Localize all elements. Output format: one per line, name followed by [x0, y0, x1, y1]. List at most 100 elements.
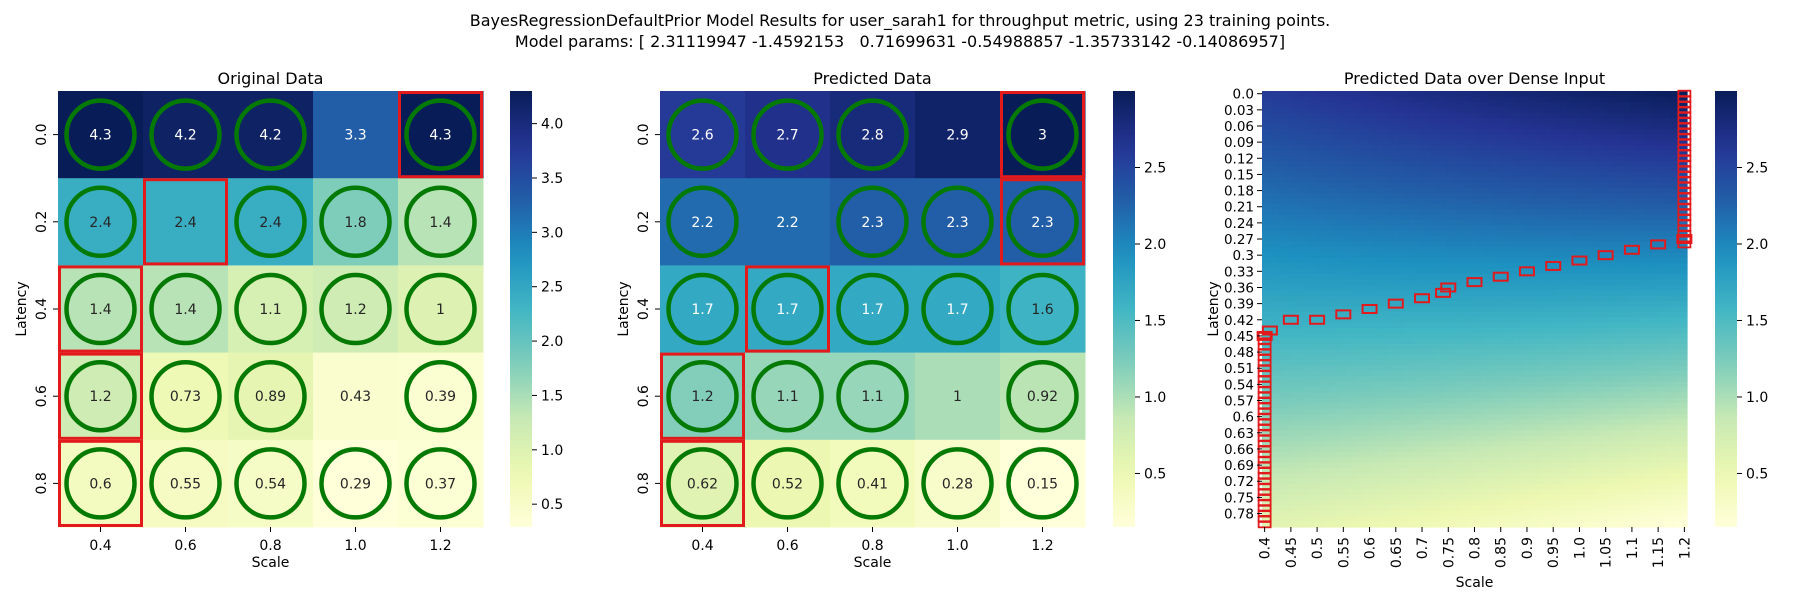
dense-cell — [1582, 403, 1588, 410]
dense-cell — [1314, 279, 1321, 286]
dense-cell — [1508, 214, 1515, 221]
dense-cell — [1608, 333, 1615, 340]
dense-cell — [1424, 365, 1431, 372]
dense-cell — [1487, 274, 1494, 280]
dense-cell — [1624, 209, 1630, 216]
dense-cell — [1372, 333, 1379, 340]
dense-cell — [1456, 397, 1462, 404]
dense-cell — [1466, 209, 1473, 216]
dense-cell — [1660, 247, 1667, 254]
dense-cell — [1492, 252, 1499, 259]
dense-cell — [1477, 268, 1483, 275]
dense-cell — [1555, 182, 1562, 189]
dense-cell — [1267, 139, 1274, 146]
dense-cell — [1639, 263, 1646, 270]
dense-cell — [1608, 123, 1615, 130]
dense-cell — [1545, 160, 1552, 167]
dense-cell — [1398, 343, 1405, 350]
dense-cell — [1634, 96, 1641, 103]
dense-cell — [1540, 252, 1546, 259]
dense-cell — [1471, 241, 1478, 248]
dense-cell — [1445, 155, 1452, 162]
dense-cell — [1655, 187, 1662, 194]
dense-cell — [1482, 107, 1489, 114]
dense-cell — [1603, 139, 1609, 146]
dense-cell — [1666, 187, 1672, 194]
dense-cell — [1293, 365, 1300, 372]
dense-cell — [1277, 338, 1284, 345]
dense-cell — [1477, 392, 1483, 399]
dense-cell — [1639, 241, 1646, 248]
dense-cell — [1566, 209, 1573, 216]
dense-cell — [1461, 322, 1468, 329]
dense-cell — [1408, 333, 1415, 340]
dense-cell — [1461, 96, 1468, 103]
dense-cell — [1618, 333, 1625, 340]
dense-cell — [1576, 166, 1583, 173]
dense-cell — [1366, 155, 1373, 162]
dense-cell — [1524, 268, 1531, 275]
dense-cell — [1419, 274, 1426, 280]
dense-cell — [1471, 322, 1478, 329]
dense-cell — [1466, 403, 1473, 410]
dense-cell — [1272, 144, 1279, 151]
dense-cell — [1597, 193, 1604, 200]
dense-cell — [1592, 128, 1599, 135]
dense-cell — [1513, 204, 1520, 211]
dense-cell — [1519, 139, 1525, 146]
dense-cell — [1513, 306, 1520, 313]
dense-cell — [1277, 360, 1284, 367]
dense-cell — [1498, 360, 1504, 367]
dense-cell — [1513, 327, 1520, 334]
dense-cell — [1492, 392, 1499, 399]
dense-cell — [1508, 403, 1515, 410]
dense-cell — [1666, 257, 1672, 264]
y-tick-label: 0.4 — [636, 298, 652, 320]
dense-cell — [1398, 241, 1405, 248]
dense-cell — [1361, 268, 1368, 275]
dense-cell — [1408, 338, 1415, 345]
dense-cell — [1592, 365, 1599, 372]
dense-cell — [1435, 241, 1441, 248]
dense-cell — [1550, 263, 1557, 270]
dense-cell — [1262, 381, 1268, 388]
dense-cell — [1503, 241, 1510, 248]
dense-cell — [1393, 349, 1400, 356]
dense-cell — [1387, 236, 1394, 243]
dense-cell — [1676, 376, 1683, 383]
dense-cell — [1608, 381, 1615, 388]
dense-cell — [1361, 166, 1368, 173]
dense-cell — [1587, 354, 1594, 361]
dense-cell — [1361, 220, 1368, 227]
dense-cell — [1282, 268, 1289, 275]
dense-cell — [1324, 354, 1331, 361]
dense-cell — [1561, 290, 1567, 297]
dense-cell — [1513, 349, 1520, 356]
dense-cell — [1650, 381, 1657, 388]
dense-cell — [1534, 295, 1541, 302]
dense-cell — [1608, 230, 1615, 237]
dense-cell — [1666, 230, 1672, 237]
dense-cell — [1309, 322, 1316, 329]
dense-cell — [1471, 214, 1478, 221]
dense-cell — [1424, 230, 1431, 237]
dense-cell — [1681, 381, 1688, 388]
dense-cell — [1461, 107, 1468, 114]
dense-cell — [1408, 101, 1415, 108]
dense-cell — [1645, 241, 1651, 248]
dense-cell — [1282, 209, 1289, 216]
dense-cell — [1361, 241, 1368, 248]
dense-cell — [1624, 274, 1630, 280]
dense-cell — [1345, 91, 1352, 97]
dense-cell — [1603, 155, 1609, 162]
dense-cell — [1429, 214, 1436, 221]
dense-cell — [1393, 91, 1400, 97]
dense-cell — [1429, 150, 1436, 157]
dense-cell — [1513, 257, 1520, 264]
dense-cell — [1309, 252, 1316, 259]
colorbar-tick-label: 2.5 — [1144, 160, 1166, 176]
dense-cell — [1361, 134, 1368, 141]
dense-cell — [1671, 274, 1678, 280]
dense-cell — [1372, 392, 1379, 399]
dense-cell — [1671, 311, 1678, 318]
